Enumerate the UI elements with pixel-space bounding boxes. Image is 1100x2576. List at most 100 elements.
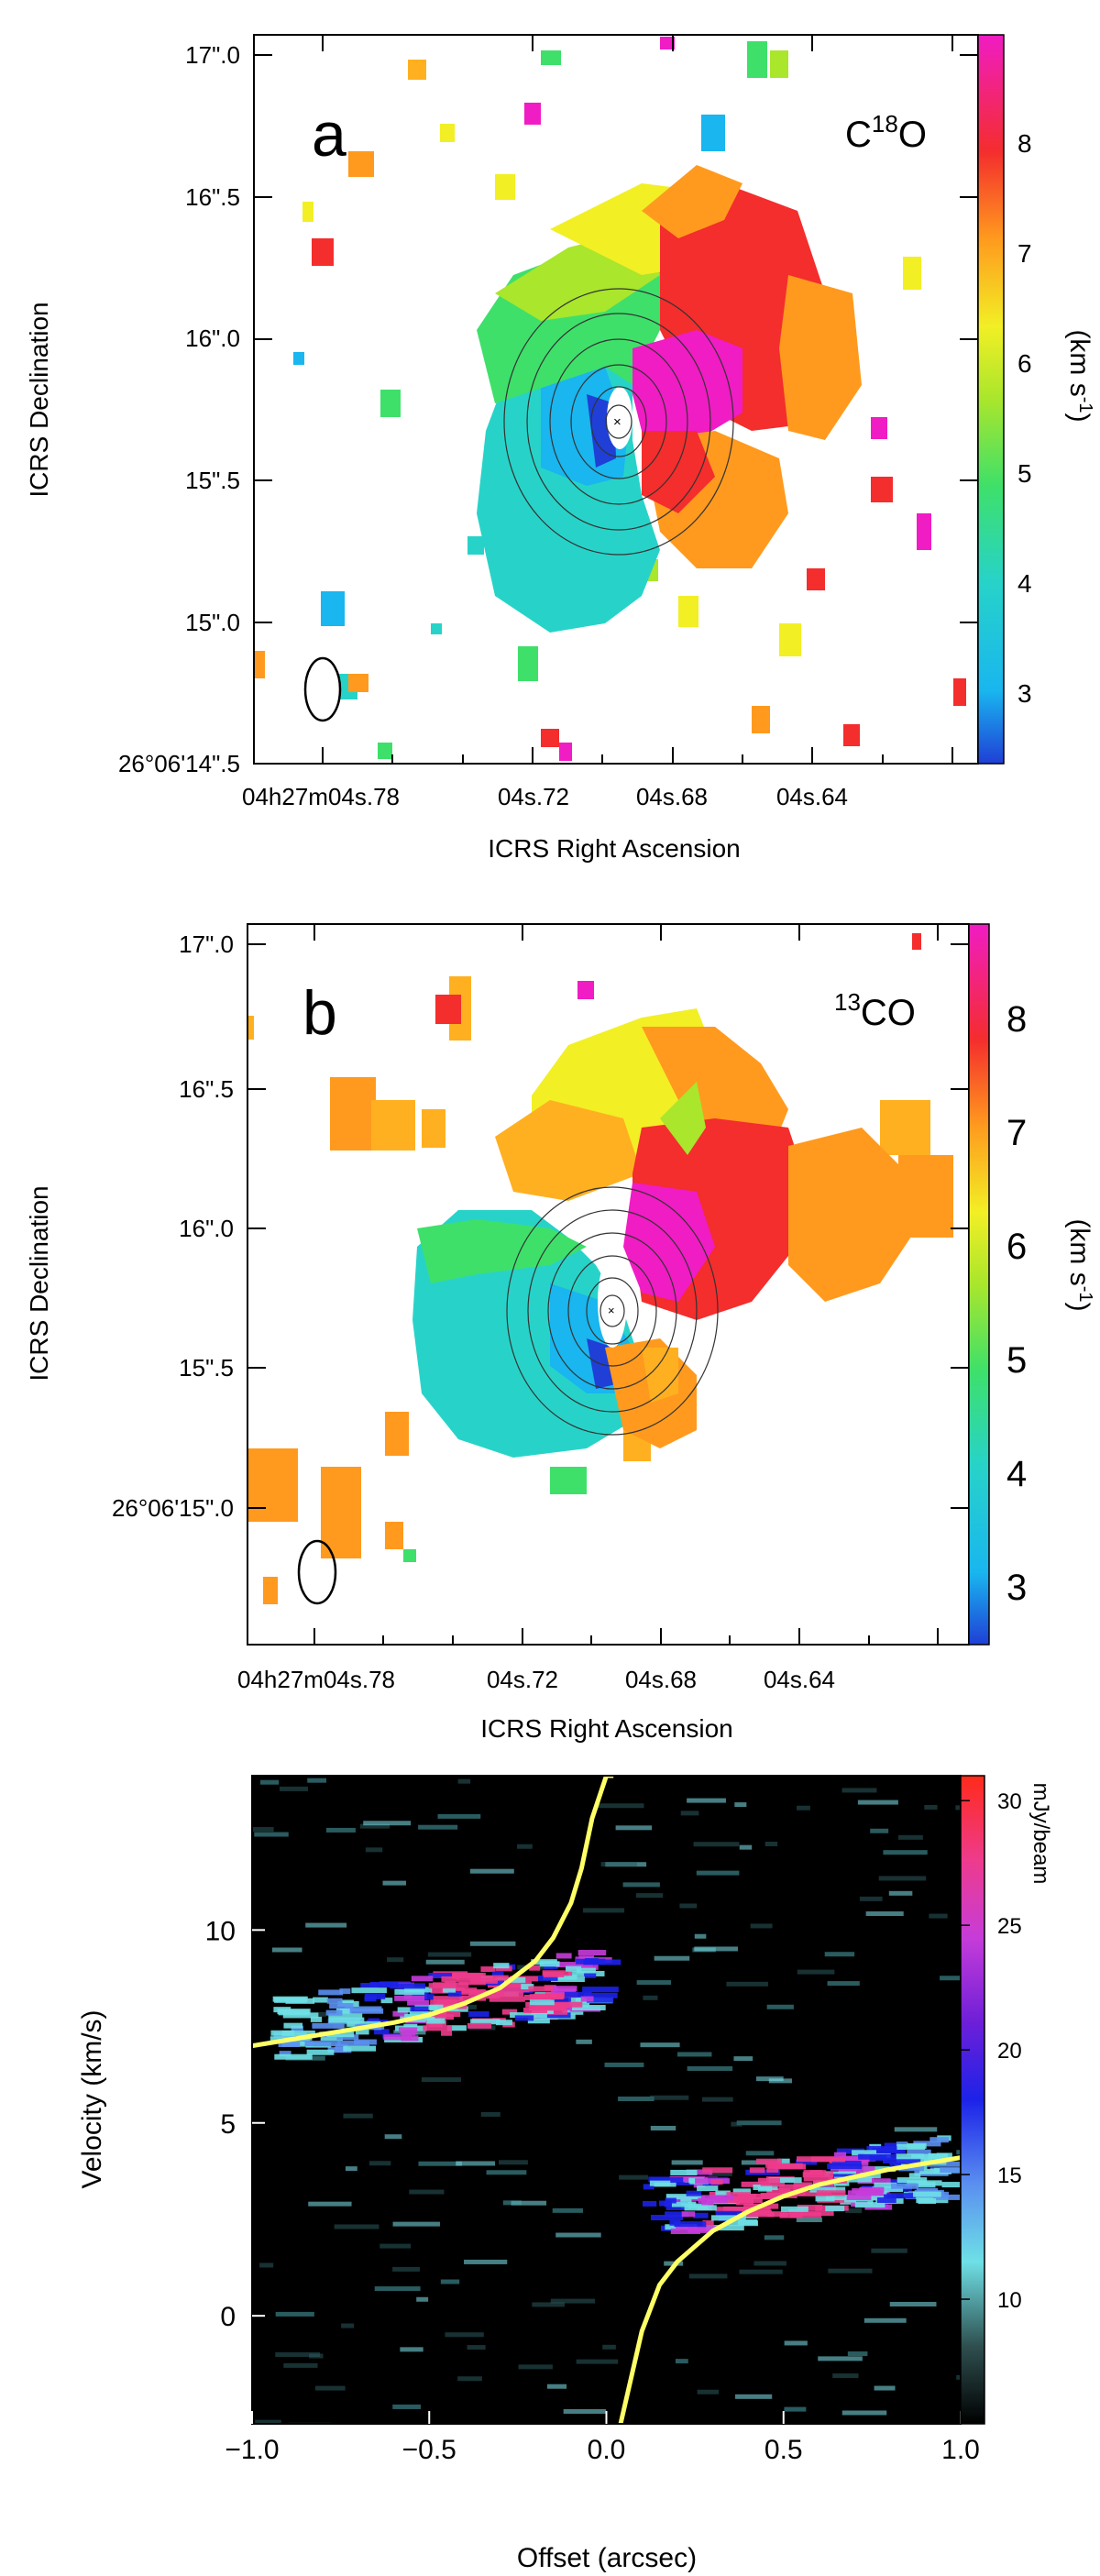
pv-noise-streak	[456, 2161, 496, 2166]
pv-emission-pixel	[874, 2182, 897, 2188]
pv-emission-pixel	[697, 2185, 719, 2192]
pv-emission-pixel	[671, 2201, 697, 2207]
panel-b-beam-ellipse	[297, 1539, 337, 1605]
pv-emission-pixel	[666, 2205, 688, 2211]
pv-noise-streak	[680, 1811, 699, 1816]
pv-noise-streak	[469, 1941, 516, 1946]
pv-emission-pixel	[306, 2049, 335, 2055]
pv-emission-pixel	[433, 1996, 464, 2002]
pv-noise-streak	[726, 1981, 769, 1987]
panel-c: −1.0 −0.5 0.0 0.5 1.0 0 5 10 Offset (arcsec) V…	[77, 1775, 1053, 2573]
pv-emission-pixel	[706, 2225, 744, 2231]
pv-y-tick-label: 0	[220, 2302, 236, 2332]
panel-a-x-tick: 04s.72	[498, 783, 569, 810]
pv-noise-streak	[688, 2273, 728, 2279]
pv-noise-streak	[940, 1976, 961, 1981]
pv-emission-pixel	[485, 1993, 500, 1999]
pv-noise-streak	[618, 2097, 654, 2102]
pv-noise-streak	[871, 2248, 908, 2253]
pv-emission-pixel	[474, 1975, 509, 1981]
pv-emission-pixel	[908, 2173, 921, 2179]
panel-a-continuum-contours	[503, 288, 734, 556]
pv-noise-streak	[679, 1903, 698, 1909]
pv-noise-streak	[845, 2208, 863, 2214]
pv-noise-streak	[325, 1827, 356, 1833]
pv-emission-pixel	[930, 2137, 949, 2143]
pv-x-tick-label: −1.0	[225, 2435, 279, 2465]
panel-a-colorbar-ticks: 3 4 5 6 7 8	[1018, 129, 1032, 708]
pv-emission-pixel	[469, 1977, 498, 1984]
pv-emission-pixel	[327, 2047, 352, 2053]
pv-noise-streak	[859, 1896, 883, 1901]
pv-noise-streak	[309, 2353, 324, 2359]
pv-noise-streak	[382, 1880, 406, 1886]
pv-noise-streak	[733, 2056, 754, 2062]
pv-noise-streak	[467, 2345, 486, 2350]
pv-emission-pixel	[556, 1953, 572, 1959]
pv-emission-pixel	[572, 2005, 606, 2011]
pv-emission-pixel	[491, 1971, 504, 1977]
pv-noise-streak	[437, 1813, 481, 1819]
pv-noise-streak	[518, 2364, 553, 2370]
pv-emission-pixel	[392, 2010, 408, 2017]
pv-emission-pixel	[550, 1976, 585, 1983]
pv-emission-pixel	[715, 2210, 742, 2217]
pv-noise-streak	[889, 2301, 937, 2306]
panel-b-ticks	[248, 924, 969, 1645]
pv-emission-pixel	[898, 2165, 924, 2172]
panel-a-colorbar-label: (km s-1)	[1064, 329, 1095, 422]
panel-b-x-tick: 04s.72	[487, 1666, 558, 1693]
pv-emission-pixel	[847, 2190, 884, 2196]
panel-b-y-tick: 16".5	[179, 1075, 234, 1103]
pv-noise-streak	[480, 2111, 500, 2117]
pv-emission-pixel	[896, 2153, 924, 2160]
pv-noise-streak	[499, 2160, 528, 2165]
pv-noise-streak	[345, 2166, 358, 2172]
pv-noise-streak	[796, 2218, 822, 2223]
pv-emission-pixel	[789, 2212, 822, 2218]
pv-noise-streak	[828, 2268, 873, 2273]
pv-emission-pixel	[918, 2198, 937, 2205]
pv-x-ticks: −1.0 −0.5 0.0 0.5 1.0	[225, 2411, 980, 2465]
pv-emission-pixel	[326, 1998, 343, 2004]
pv-noise-streak	[654, 1955, 690, 1961]
pv-noise-streak	[857, 1800, 898, 1805]
panel-b-x-tick-labels: 04h27m04s.78 04s.72 04s.68 04s.64	[237, 1666, 835, 1693]
pv-emission-pixel	[857, 2178, 891, 2185]
pv-emission-pixel	[675, 2179, 698, 2185]
pv-noise-streak	[421, 2077, 461, 2083]
pv-noise-streak	[739, 2269, 783, 2274]
pv-noise-streak	[870, 1828, 889, 1833]
pv-emission-pixel	[886, 2179, 908, 2185]
pv-emission-pixel	[729, 2196, 754, 2202]
pv-emission-pixel	[883, 2157, 921, 2163]
pv-emission-pixel	[291, 2025, 303, 2031]
pv-noise-streak	[766, 2004, 794, 2009]
pv-emission-pixel	[686, 2169, 713, 2175]
pv-emission-pixel	[701, 2201, 714, 2207]
pv-emission-pixel	[741, 2181, 771, 2187]
pv-emission-pixel	[312, 2022, 345, 2029]
pv-emission-pixel	[803, 2175, 833, 2182]
panel-b-colorbar-tick: 5	[1006, 1340, 1027, 1381]
pv-colorbar-ticks: 10 15 20 25 30	[961, 1789, 1022, 2313]
pv-noise-streak	[924, 1804, 938, 1810]
panel-b-continuum-contours	[506, 1186, 719, 1436]
pv-emission-pixel	[510, 2012, 547, 2019]
pv-emission-pixel	[884, 2142, 902, 2149]
panel-a-beam-ellipse	[303, 656, 342, 722]
pv-x-tick-label: 0.0	[588, 2435, 626, 2465]
pv-emission-pixel	[521, 1984, 534, 1990]
pv-noise-streak	[708, 2171, 732, 2176]
pv-noise-streak	[894, 2127, 938, 2132]
pv-emission-pixel	[872, 2186, 904, 2193]
pv-emission-pixel	[427, 2011, 461, 2018]
pv-colorbar-tick-label: 15	[997, 2163, 1022, 2188]
pv-emission-pixel	[672, 2198, 688, 2205]
pv-noise-streak	[745, 2151, 775, 2156]
pv-emission-pixel	[585, 1958, 599, 1965]
pv-emission-pixel	[428, 1973, 453, 1979]
pv-noise-streak	[275, 2311, 314, 2317]
pv-noise-streak	[650, 2095, 689, 2100]
pv-emission-pixel	[825, 2195, 862, 2201]
